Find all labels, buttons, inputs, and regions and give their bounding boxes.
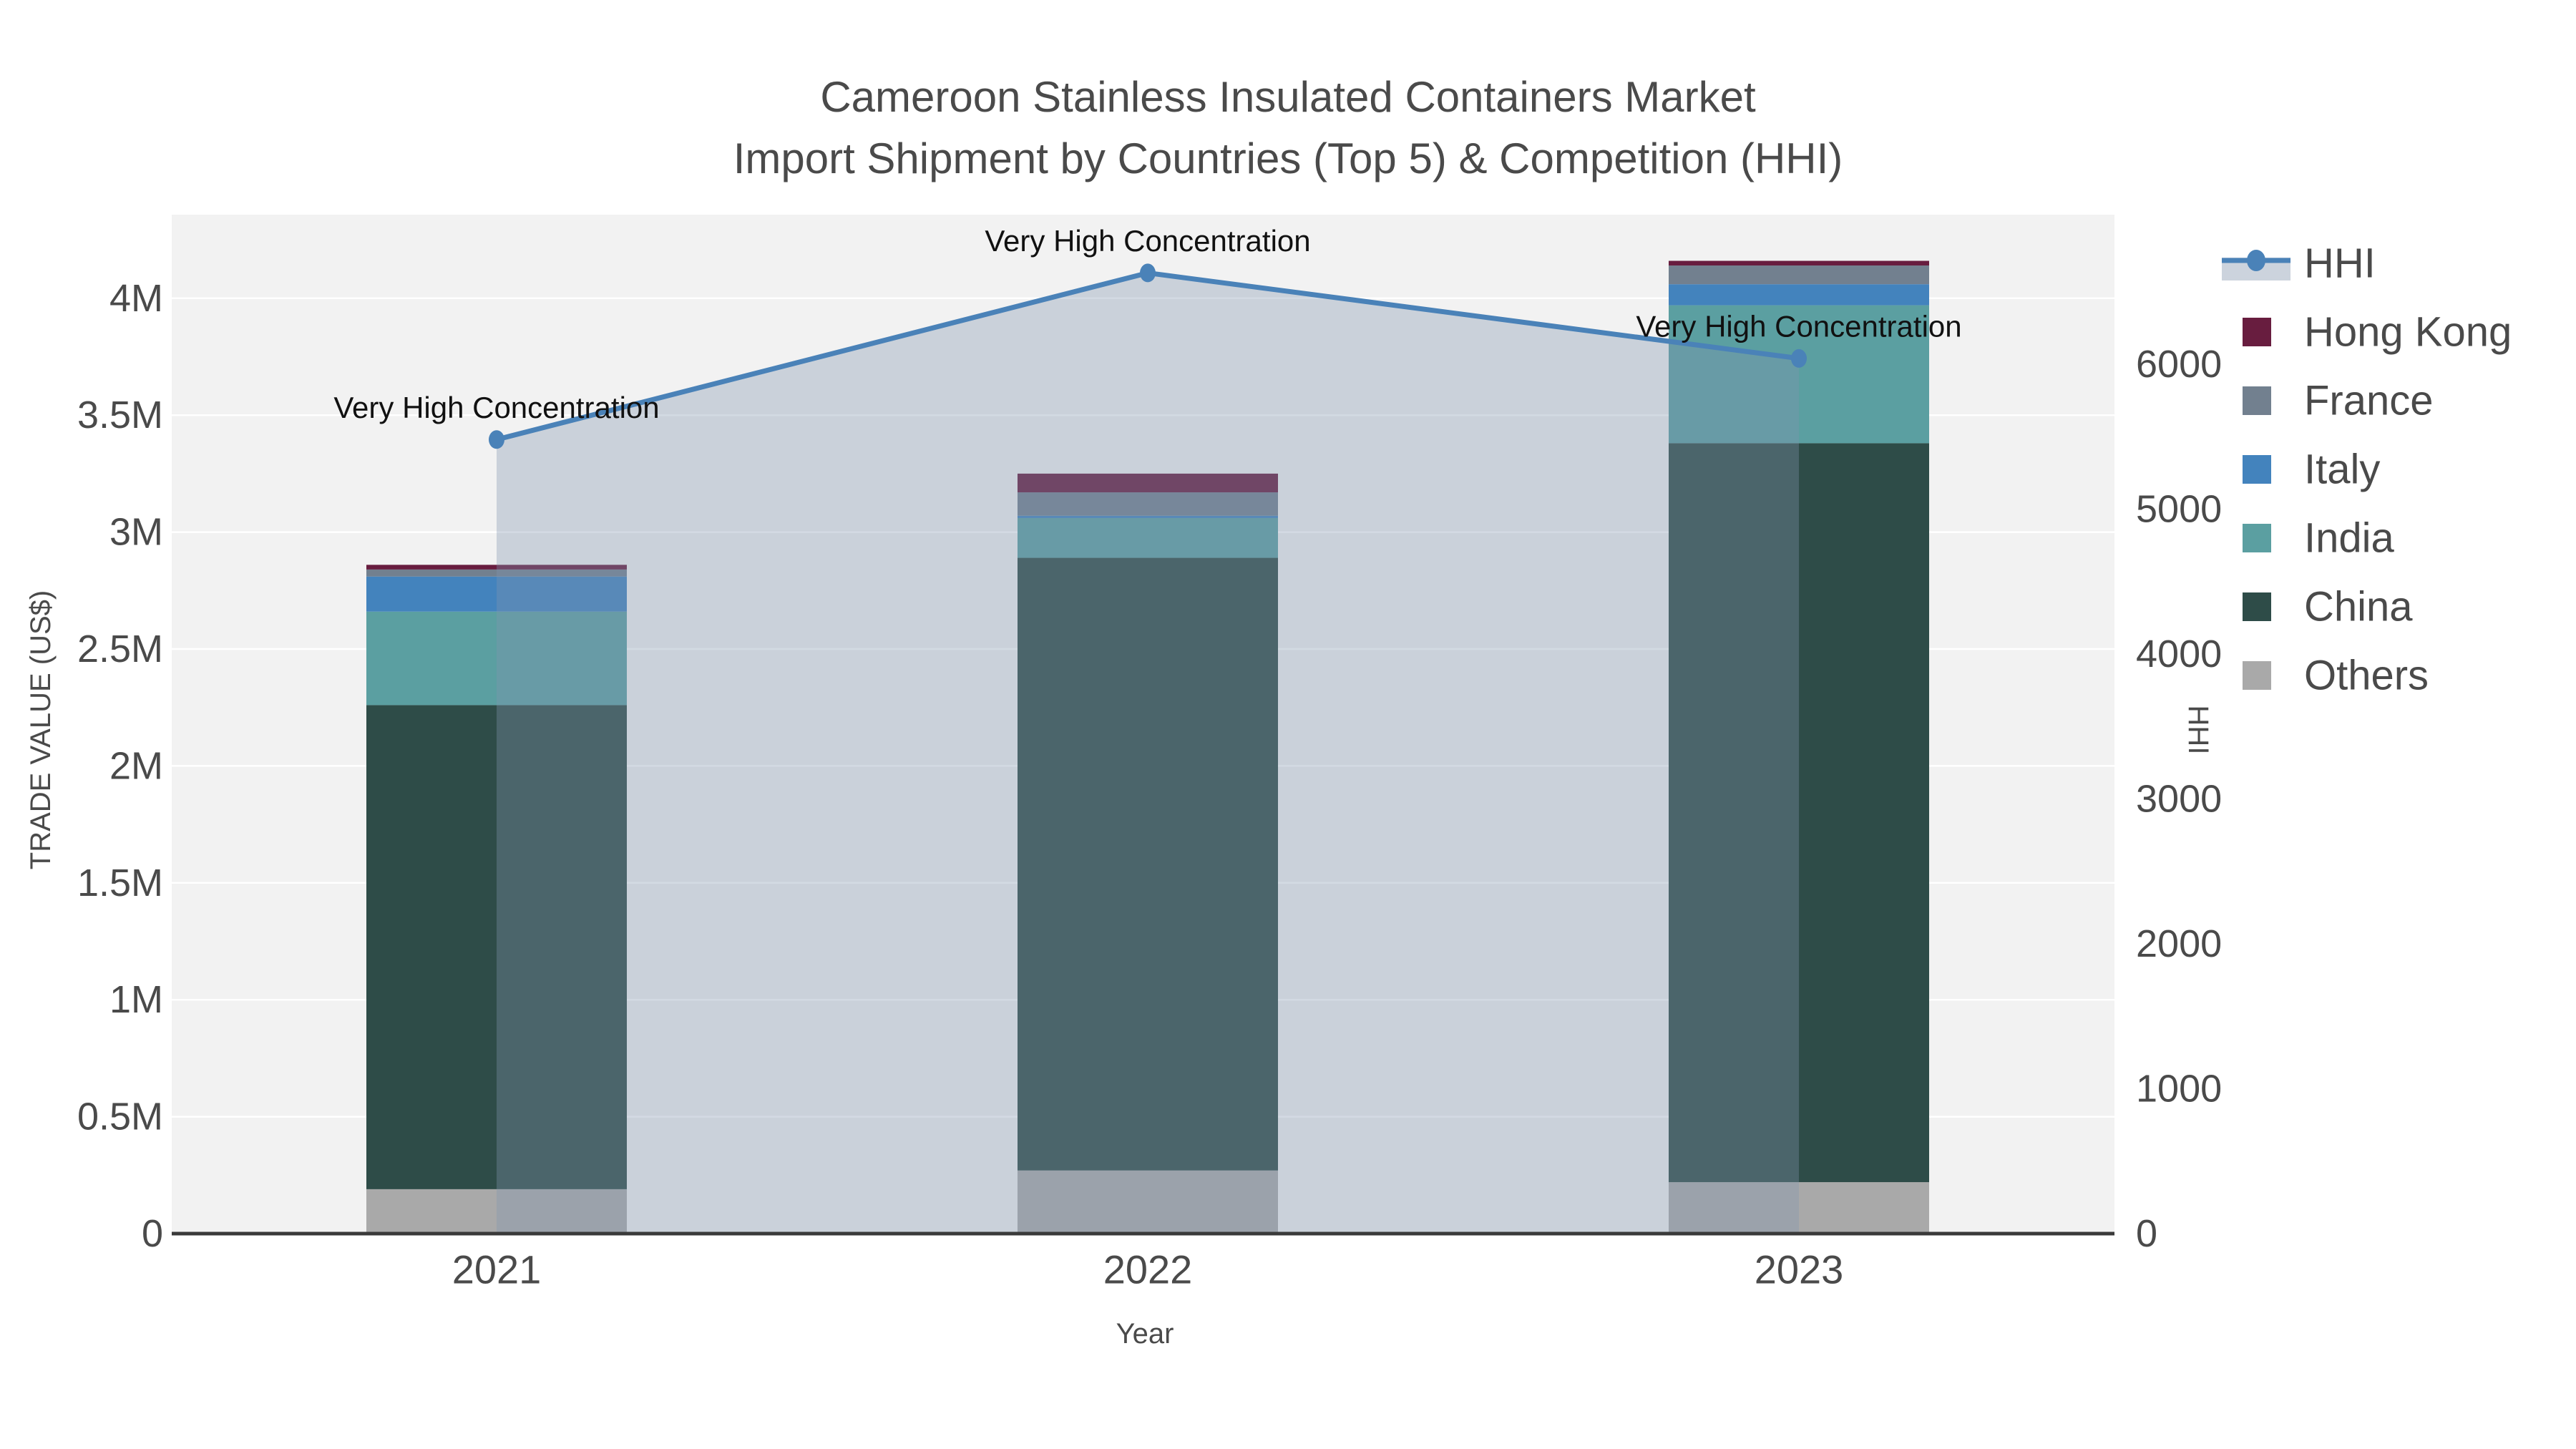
bar-segment-india-2021[interactable] <box>366 611 627 706</box>
legend-item-italy[interactable]: Italy <box>2243 447 2380 493</box>
legend-hhi-marker-swatch <box>2247 250 2265 271</box>
y-left-tick-label: 2.5M <box>77 628 163 670</box>
bar-segment-hong-kong-2022[interactable] <box>1018 473 1278 493</box>
legend-label-hong-kong: Hong Kong <box>2304 309 2512 356</box>
y-left-tick-label: 3M <box>109 511 163 554</box>
bar-segment-italy-2023[interactable] <box>1669 284 1929 306</box>
bar-segment-others-2023[interactable] <box>1669 1182 1929 1234</box>
legend-swatch-italy <box>2243 455 2271 484</box>
legend-swatch-hong-kong <box>2243 318 2271 346</box>
y-left-tick-label: 3.5M <box>77 394 163 436</box>
legend-label-others: Others <box>2304 653 2429 699</box>
bar-segment-others-2022[interactable] <box>1018 1170 1278 1234</box>
hhi-marker-2023[interactable] <box>1791 348 1807 368</box>
x-tick-label-2021: 2021 <box>452 1247 542 1292</box>
legend-swatch-china <box>2243 592 2271 621</box>
legend-label-india: India <box>2304 515 2395 562</box>
y-right-tick-label: 4000 <box>2136 633 2222 675</box>
legend-swatch-france <box>2243 386 2271 415</box>
x-tick-label-2022: 2022 <box>1103 1247 1193 1292</box>
x-tick-label-2023: 2023 <box>1755 1247 1844 1292</box>
bar-segment-india-2023[interactable] <box>1669 305 1929 444</box>
y-right-tick-label: 5000 <box>2136 488 2222 531</box>
legend-item-india[interactable]: India <box>2243 515 2395 562</box>
y-right-tick-label: 1000 <box>2136 1068 2222 1111</box>
annotation-2022: Very High Concentration <box>985 224 1310 258</box>
legend-label-china: China <box>2304 584 2413 630</box>
bar-segment-france-2022[interactable] <box>1018 492 1278 516</box>
y-left-tick-label: 2M <box>109 744 163 787</box>
y-right-tick-label: 0 <box>2136 1212 2157 1255</box>
y-left-tick-label: 0 <box>142 1212 163 1255</box>
bar-segment-france-2023[interactable] <box>1669 265 1929 285</box>
bar-segment-india-2022[interactable] <box>1018 517 1278 558</box>
legend-swatch-others <box>2243 661 2271 690</box>
bar-segment-china-2022[interactable] <box>1018 557 1278 1171</box>
hhi-marker-2021[interactable] <box>489 430 504 449</box>
legend-label-hhi: HHI <box>2304 240 2376 287</box>
hhi-area-fill <box>497 273 1799 1234</box>
chart-title-line2: Import Shipment by Countries (Top 5) & C… <box>733 135 1843 182</box>
y-left-tick-label: 0.5M <box>77 1096 163 1138</box>
legend-item-hhi[interactable]: HHI <box>2222 240 2376 287</box>
bar-segment-italy-2022[interactable] <box>1018 515 1278 518</box>
hhi-marker-2022[interactable] <box>1140 263 1156 283</box>
chart-title-line1: Cameroon Stainless Insulated Containers … <box>820 73 1756 121</box>
legend-swatch-india <box>2243 524 2271 552</box>
bar-segment-italy-2021[interactable] <box>366 576 627 612</box>
bar-segment-china-2021[interactable] <box>366 705 627 1189</box>
legend-item-china[interactable]: China <box>2243 584 2413 630</box>
y-left-tick-label: 1.5M <box>77 862 163 904</box>
legend-label-italy: Italy <box>2304 447 2380 493</box>
bar-segment-hong-kong-2021[interactable] <box>366 565 627 570</box>
y-left-axis-title: TRADE VALUE (US$) <box>25 590 57 869</box>
bar-segment-hong-kong-2023[interactable] <box>1669 260 1929 266</box>
x-axis-title: Year <box>1116 1318 1174 1350</box>
annotation-2023: Very High Concentration <box>1636 309 1961 343</box>
y-right-tick-label: 3000 <box>2136 778 2222 821</box>
legend-item-hong-kong[interactable]: Hong Kong <box>2243 309 2512 356</box>
legend-item-others[interactable]: Others <box>2243 653 2429 699</box>
legend-label-france: France <box>2304 378 2434 424</box>
bar-segment-france-2021[interactable] <box>366 569 627 577</box>
annotation-2021: Very High Concentration <box>333 391 659 424</box>
y-right-axis-title: HHI <box>2182 706 2214 755</box>
y-right-tick-label: 6000 <box>2136 343 2222 386</box>
bar-segment-china-2023[interactable] <box>1669 443 1929 1183</box>
legend-item-france[interactable]: France <box>2243 378 2434 424</box>
y-left-tick-label: 4M <box>109 277 163 320</box>
y-right-tick-label: 2000 <box>2136 922 2222 965</box>
y-left-tick-label: 1M <box>109 978 163 1021</box>
bar-segment-others-2021[interactable] <box>366 1189 627 1234</box>
